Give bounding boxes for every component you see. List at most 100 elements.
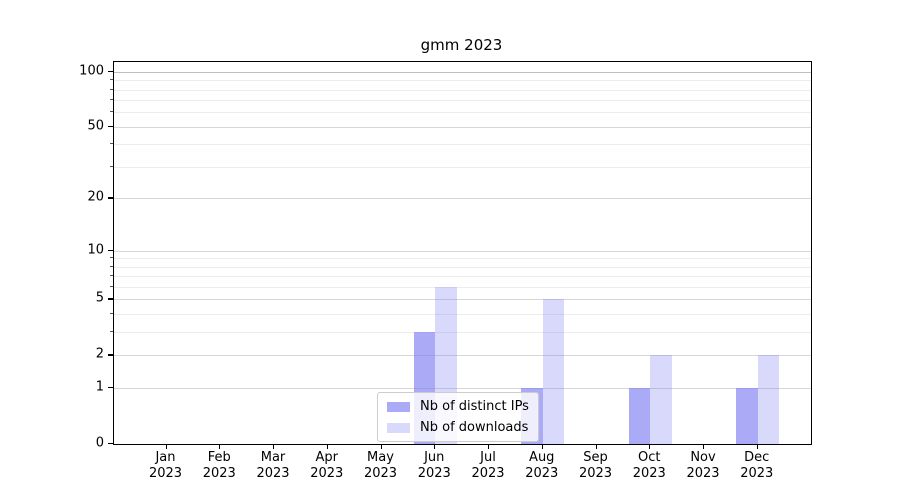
x-axis-tick-apr [326, 444, 328, 449]
gridline-major-10 [114, 250, 811, 252]
x-axis-label-year: 2023 [148, 465, 183, 481]
y-axis-label-1: 1 [95, 379, 104, 395]
chart-title: gmm 2023 [420, 36, 503, 54]
legend-label-distinct-ips: Nb of distinct IPs [420, 399, 529, 414]
y-axis-label-50: 50 [87, 118, 104, 134]
gridline-minor-4 [114, 314, 811, 316]
y-axis-minor-tick-70 [110, 99, 113, 101]
x-axis-label-month: Sep [583, 450, 608, 465]
gridline-major-50 [114, 126, 811, 128]
x-axis-label-jan: Jan 2023 [134, 450, 198, 481]
x-axis-label-month: Jan [155, 450, 176, 465]
x-axis-label-year: 2023 [471, 465, 505, 481]
gridline-minor-80 [114, 89, 811, 91]
x-axis-tick-may [380, 444, 382, 449]
x-axis-label-dec: Dec 2023 [725, 450, 789, 481]
x-axis-label-month: Aug [529, 450, 555, 465]
y-axis-label-0: 0 [95, 435, 104, 451]
bar-downloads-dec [757, 355, 780, 444]
x-axis-label-month: Dec [744, 450, 770, 465]
y-axis-minor-tick-9 [110, 257, 113, 259]
gridline-minor-60 [114, 112, 811, 114]
grid-layer [114, 62, 811, 444]
legend: Nb of distinct IPs Nb of downloads [377, 392, 539, 442]
gridline-minor-90 [114, 80, 811, 82]
x-axis-label-sep: Sep 2023 [564, 450, 628, 481]
x-axis-label-month: Jun [424, 450, 445, 465]
x-axis-tick-jan [165, 444, 167, 449]
x-axis-label-may: May 2023 [349, 450, 413, 481]
gridline-minor-70 [114, 100, 811, 102]
y-axis-tick-5 [108, 298, 113, 300]
y-axis-minor-tick-60 [110, 111, 113, 113]
x-axis-tick-jul [488, 444, 490, 449]
y-axis-minor-tick-40 [110, 143, 113, 145]
y-axis-minor-tick-3 [110, 331, 113, 333]
x-axis-tick-oct [649, 444, 651, 449]
y-axis-minor-tick-4 [110, 313, 113, 315]
y-axis-tick-1 [108, 387, 113, 389]
legend-label-downloads: Nb of downloads [420, 420, 529, 435]
x-axis-label-month: Oct [638, 450, 661, 465]
x-axis-label-month: May [367, 450, 394, 465]
x-axis-label-jul: Jul 2023 [456, 450, 520, 481]
x-axis-label-year: 2023 [686, 465, 720, 481]
bar-downloads-aug [542, 299, 565, 444]
x-axis-label-year: 2023 [740, 465, 774, 481]
gridline-major-20 [114, 198, 811, 200]
gridline-minor-9 [114, 258, 811, 260]
x-axis-tick-aug [541, 444, 543, 449]
x-axis-tick-nov [703, 444, 705, 449]
x-axis-label-year: 2023 [632, 465, 666, 481]
x-axis-label-oct: Oct 2023 [617, 450, 681, 481]
x-axis-tick-feb [219, 444, 221, 449]
x-axis-tick-sep [595, 444, 597, 449]
gridline-major-1 [114, 388, 811, 390]
y-axis-minor-tick-8 [110, 265, 113, 267]
y-axis-minor-tick-90 [110, 79, 113, 81]
gridline-minor-3 [114, 332, 811, 334]
x-axis-tick-dec [756, 444, 758, 449]
y-axis-label-2: 2 [95, 346, 104, 362]
gridline-minor-6 [114, 287, 811, 289]
x-axis-label-month: Apr [315, 450, 339, 465]
x-axis-label-mar: Mar 2023 [241, 450, 305, 481]
y-axis-minor-tick-6 [110, 286, 113, 288]
legend-swatch-downloads [387, 422, 410, 433]
y-axis-minor-tick-80 [110, 88, 113, 90]
gridline-minor-30 [114, 167, 811, 169]
x-axis-label-apr: Apr 2023 [295, 450, 359, 481]
x-axis-label-feb: Feb 2023 [187, 450, 251, 481]
y-axis-tick-100 [108, 70, 113, 72]
x-axis-label-year: 2023 [256, 465, 290, 481]
x-axis-label-month: Jul [480, 450, 496, 465]
legend-item-downloads: Nb of downloads [387, 420, 529, 435]
bar-distinct-ips-oct [628, 388, 651, 444]
legend-item-distinct-ips: Nb of distinct IPs [387, 399, 529, 414]
gridline-major-100 [114, 71, 811, 73]
legend-swatch-distinct-ips [387, 401, 410, 412]
gridline-major-5 [114, 299, 811, 301]
x-axis-label-year: 2023 [578, 465, 613, 481]
y-axis-label-20: 20 [87, 189, 104, 205]
x-axis-label-month: Feb [207, 450, 231, 465]
x-axis-label-nov: Nov 2023 [671, 450, 735, 481]
gridline-minor-40 [114, 144, 811, 146]
x-axis-tick-mar [273, 444, 275, 449]
x-axis-label-aug: Aug 2023 [510, 450, 574, 481]
y-axis-tick-20 [108, 197, 113, 199]
y-axis-label-100: 100 [79, 63, 104, 79]
plot-area [113, 61, 812, 445]
x-axis-label-month: Nov [690, 450, 716, 465]
y-axis-tick-2 [108, 354, 113, 356]
x-axis-label-year: 2023 [202, 465, 236, 481]
gridline-major-2 [114, 355, 811, 357]
y-axis-minor-tick-7 [110, 275, 113, 277]
y-axis-tick-50 [108, 125, 113, 128]
x-axis-label-year: 2023 [417, 465, 451, 481]
y-axis-label-10: 10 [87, 242, 104, 258]
gridline-minor-7 [114, 276, 811, 278]
bar-distinct-ips-dec [736, 388, 758, 444]
gridline-minor-8 [114, 266, 811, 268]
